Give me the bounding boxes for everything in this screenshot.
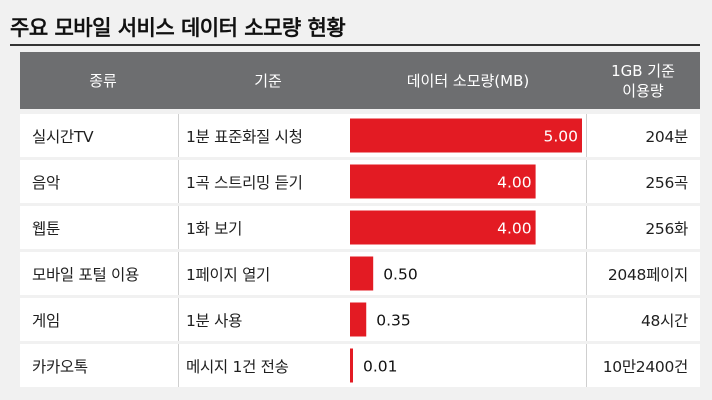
row-type: 실시간TV <box>32 127 94 146</box>
row-basis: 1분 표준화질 시청 <box>186 127 303 146</box>
column-divider <box>586 298 587 341</box>
row-basis: 1곡 스트리밍 듣기 <box>186 173 303 192</box>
bar-모바일 포털 이용 <box>350 256 374 291</box>
row-type: 모바일 포털 이용 <box>32 265 139 284</box>
column-divider <box>178 114 179 157</box>
bar-value-label: 4.00 <box>497 220 532 238</box>
data-table: 종류 기준 데이터 소모량(MB) 1GB 기준 이용량 실시간TV 1분 표준… <box>20 52 700 390</box>
bar-실시간TV <box>350 118 582 153</box>
row-usage: 2048페이지 <box>607 265 688 284</box>
row-type: 게임 <box>32 311 60 330</box>
row-basis: 1화 보기 <box>186 219 243 238</box>
column-divider <box>586 206 587 249</box>
row-usage: 256곡 <box>645 173 688 192</box>
bar-value-label: 0.01 <box>363 358 398 376</box>
header-1gb-usage: 1GB 기준 이용량 <box>611 61 675 100</box>
row-usage: 10만2400건 <box>602 357 689 376</box>
title-divider <box>10 44 700 46</box>
bar-게임 <box>350 302 367 337</box>
row-usage: 256화 <box>645 219 688 238</box>
header-basis: 기준 <box>254 71 282 90</box>
table-row: 카카오톡 메시지 1건 전송 10만2400건 <box>20 344 700 387</box>
row-basis: 1페이지 열기 <box>186 265 270 284</box>
bar-value-label: 4.00 <box>497 174 532 192</box>
column-divider <box>586 160 587 203</box>
row-type: 카카오톡 <box>32 357 88 376</box>
bar-value-label: 0.35 <box>376 312 411 330</box>
column-divider <box>178 252 179 295</box>
table-header: 종류 기준 데이터 소모량(MB) 1GB 기준 이용량 <box>20 52 700 109</box>
column-divider <box>178 206 179 249</box>
column-divider <box>178 160 179 203</box>
column-divider <box>586 114 587 157</box>
bar-웹툰 <box>350 210 536 245</box>
bar-value-label: 5.00 <box>543 128 578 146</box>
bar-chart: 5.00 4.00 4.00 0.50 0.35 0.01 <box>350 118 582 383</box>
column-divider <box>586 252 587 295</box>
header-data-usage: 데이터 소모량(MB) <box>406 71 530 90</box>
row-usage: 204분 <box>645 127 688 146</box>
row-type: 웹툰 <box>32 219 60 238</box>
header-type: 종류 <box>89 71 117 90</box>
row-usage: 48시간 <box>640 311 688 330</box>
row-basis: 메시지 1건 전송 <box>186 357 289 376</box>
column-divider <box>586 344 587 387</box>
column-divider <box>178 344 179 387</box>
column-divider <box>178 298 179 341</box>
bar-카카오톡 <box>350 348 353 383</box>
row-type: 음악 <box>32 173 60 192</box>
bar-value-label: 0.50 <box>383 266 418 284</box>
row-basis: 1분 사용 <box>186 311 243 330</box>
bar-음악 <box>350 164 536 199</box>
chart-title: 주요 모바일 서비스 데이터 소모량 현황 <box>10 16 346 40</box>
